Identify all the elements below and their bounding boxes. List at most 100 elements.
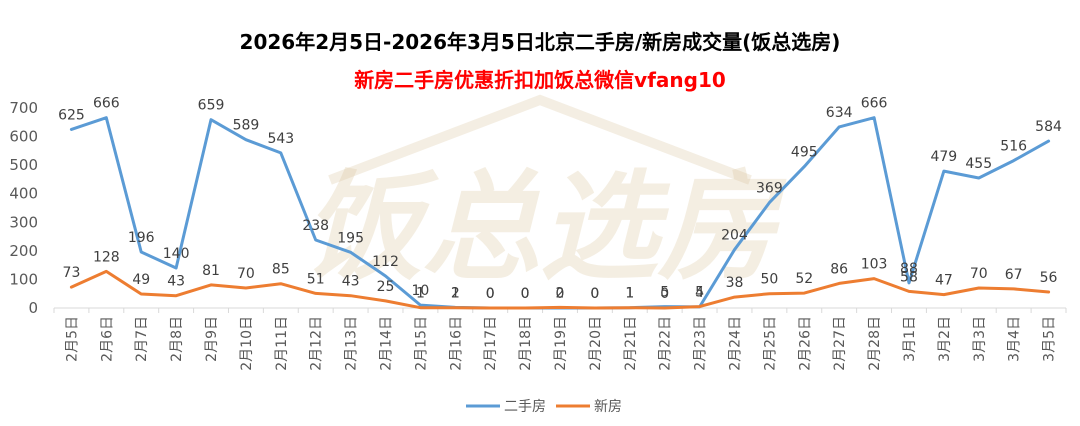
- watermark-roof: [328, 94, 752, 185]
- data-label-secondhand: 0: [556, 286, 565, 302]
- x-tick-label: 3月4日: [1007, 316, 1023, 362]
- data-label-secondhand: 10: [411, 283, 429, 299]
- x-tick-label: 2月11日: [274, 316, 290, 371]
- x-tick-label: 2月21日: [623, 316, 639, 371]
- series-line-newhouse: [69, 269, 1051, 310]
- data-label-secondhand: 238: [302, 218, 329, 234]
- data-label-secondhand: 196: [128, 230, 155, 246]
- x-tick-label: 2月20日: [588, 316, 604, 371]
- data-label-secondhand: 516: [1000, 139, 1027, 155]
- data-label-secondhand: 659: [198, 98, 225, 114]
- data-label-newhouse: 0: [486, 286, 495, 302]
- data-label-secondhand: 88: [900, 261, 918, 277]
- data-label-newhouse: 25: [377, 279, 395, 295]
- data-label-secondhand: 455: [965, 156, 992, 172]
- data-label-newhouse: 0: [590, 286, 599, 302]
- x-tick-label: 2月22日: [658, 316, 674, 371]
- x-tick-label: 2月23日: [693, 316, 709, 371]
- data-label-newhouse: 2: [556, 285, 565, 301]
- data-label-secondhand: 479: [930, 149, 957, 165]
- data-label-newhouse: 73: [63, 265, 81, 281]
- x-tick-label: 2月15日: [413, 316, 429, 371]
- data-label-newhouse: 103: [861, 257, 888, 273]
- data-label-newhouse: 0: [521, 286, 530, 302]
- x-tick-label: 2月12日: [309, 316, 325, 371]
- x-tick-label: 2月28日: [867, 316, 883, 371]
- data-label-newhouse: 0: [660, 286, 669, 302]
- x-tick-label: 2月17日: [483, 316, 499, 371]
- x-tick-label: 2月19日: [553, 316, 569, 371]
- x-tick-label: 2月26日: [797, 316, 813, 371]
- data-label-newhouse: 50: [760, 272, 778, 288]
- y-tick-label: 0: [28, 299, 38, 317]
- data-label-newhouse: 70: [237, 266, 255, 282]
- x-tick-label: 2月14日: [379, 316, 395, 371]
- data-label-secondhand: 1: [625, 286, 634, 302]
- data-label-newhouse: 1: [625, 286, 634, 302]
- data-label-newhouse: 128: [93, 249, 120, 265]
- legend-label-newhouse: 新房: [594, 399, 622, 415]
- y-tick-label: 500: [9, 156, 38, 174]
- data-label-secondhand: 634: [826, 105, 853, 121]
- data-label-newhouse: 1: [416, 286, 425, 302]
- data-label-secondhand: 0: [486, 286, 495, 302]
- data-label-secondhand: 2: [451, 285, 460, 301]
- series-layer: [69, 116, 1051, 310]
- data-label-secondhand: 5: [660, 285, 669, 301]
- x-tick-label: 2月5日: [64, 316, 80, 362]
- data-label-newhouse: 70: [970, 266, 988, 282]
- data-label-newhouse: 47: [935, 273, 953, 289]
- x-tick-label: 2月10日: [239, 316, 255, 371]
- chart-title: 2026年2月5日-2026年3月5日北京二手房/新房成交量(饭总选房): [239, 30, 841, 54]
- x-tick-label: 2月16日: [448, 316, 464, 371]
- data-label-secondhand: 495: [791, 145, 818, 161]
- data-label-newhouse: 43: [342, 274, 360, 290]
- y-tick-label: 300: [9, 213, 38, 231]
- watermark-text: 饭总选房: [304, 158, 787, 296]
- data-label-newhouse: 56: [1040, 270, 1058, 286]
- x-tick-label: 3月2日: [937, 316, 953, 362]
- data-label-secondhand: 666: [861, 96, 888, 112]
- legend: 二手房 新房: [466, 399, 622, 415]
- data-label-newhouse: 51: [307, 271, 325, 287]
- data-label-newhouse: 52: [795, 271, 813, 287]
- data-label-secondhand: 584: [1035, 119, 1062, 135]
- data-label-secondhand: 112: [372, 254, 399, 270]
- watermark-logo: 饭总选房: [304, 94, 787, 296]
- chart-subtitle: 新房二手房优惠折扣加饭总微信vfang10: [354, 68, 726, 92]
- data-label-newhouse: 81: [202, 263, 220, 279]
- data-label-secondhand: 0: [590, 286, 599, 302]
- x-tick-label: 2月6日: [99, 316, 115, 362]
- data-label-secondhand: 543: [267, 131, 294, 147]
- x-tick-label: 2月7日: [134, 316, 150, 362]
- data-label-secondhand: 195: [337, 230, 364, 246]
- x-tick-label: 2月25日: [762, 316, 778, 371]
- data-label-newhouse: 43: [167, 274, 185, 290]
- y-tick-label: 600: [9, 128, 38, 146]
- data-label-newhouse: 49: [132, 272, 150, 288]
- x-tick-label: 3月3日: [972, 316, 988, 362]
- x-tick-label: 3月1日: [902, 316, 918, 362]
- data-label-secondhand: 140: [163, 246, 190, 262]
- y-tick-label: 200: [9, 242, 38, 260]
- x-tick-label: 2月27日: [832, 316, 848, 371]
- data-label-secondhand: 0: [521, 286, 530, 302]
- y-tick-label: 100: [9, 270, 38, 288]
- y-tick-label: 400: [9, 185, 38, 203]
- data-label-secondhand: 589: [233, 118, 260, 134]
- data-label-newhouse: 1: [451, 286, 460, 302]
- legend-label-secondhand: 二手房: [504, 399, 546, 415]
- x-tick-label: 2月18日: [518, 316, 534, 371]
- data-label-secondhand: 204: [721, 228, 748, 244]
- data-label-secondhand: 625: [58, 107, 85, 123]
- x-tick-label: 3月5日: [1042, 316, 1058, 362]
- data-label-newhouse: 85: [272, 262, 290, 278]
- x-tick-label: 2月24日: [727, 316, 743, 371]
- data-label-newhouse: 67: [1005, 267, 1023, 283]
- y-tick-label: 700: [9, 99, 38, 117]
- data-label-newhouse: 86: [830, 261, 848, 277]
- x-tick-label: 2月13日: [344, 316, 360, 371]
